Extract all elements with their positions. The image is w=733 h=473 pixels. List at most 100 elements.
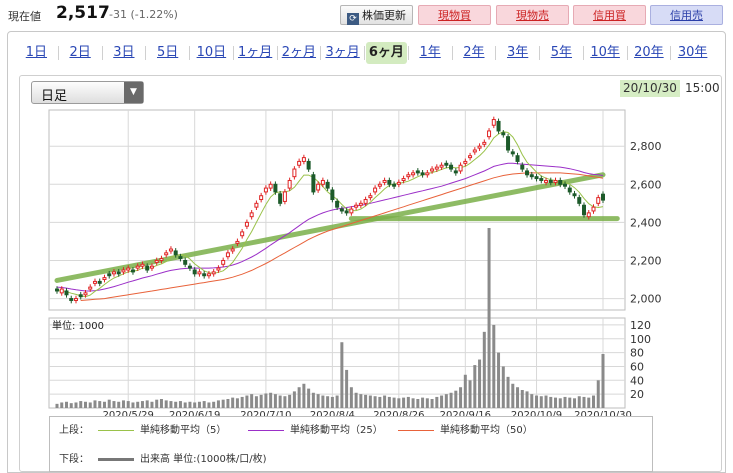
candle-body <box>292 168 297 178</box>
volume-bar <box>307 388 311 408</box>
candle-body <box>330 189 335 201</box>
volume-bar <box>340 342 344 408</box>
volume-bar <box>354 392 358 408</box>
tab-13[interactable]: 5年 <box>550 45 573 60</box>
candle-body <box>111 271 116 275</box>
candle-body <box>468 155 473 159</box>
x-tick-label: 2020/5/29 <box>103 410 154 416</box>
tab-7[interactable]: 2ヶ月 <box>281 45 317 60</box>
volume-bar <box>326 396 330 408</box>
volume-bar <box>155 399 159 408</box>
candle-body <box>116 271 121 275</box>
tab-separator <box>539 46 540 60</box>
candle-body <box>192 269 197 275</box>
tab-separator <box>495 46 497 60</box>
tab-5[interactable]: 10日 <box>196 45 227 60</box>
candle-body <box>282 191 287 202</box>
candle-body <box>501 132 506 136</box>
volume-bar <box>444 394 448 408</box>
trend-line <box>54 172 606 283</box>
volume-bar <box>549 396 553 408</box>
volume-bar <box>573 398 577 408</box>
period-select[interactable]: 日足 ▼ <box>31 81 144 104</box>
candle-body <box>458 164 463 172</box>
volume-y-tick-label: 80 <box>630 347 644 360</box>
candle-body <box>472 149 477 153</box>
legend-item-ma25: 単純移動平均（25） <box>240 424 383 438</box>
volume-bar <box>188 401 192 408</box>
volume-bar <box>140 401 144 408</box>
candle-body <box>69 298 74 301</box>
tab-8[interactable]: 3ヶ月 <box>325 45 360 60</box>
margin-sell-button[interactable]: 信用売 <box>650 5 723 25</box>
tab-10[interactable]: 1年 <box>419 45 441 60</box>
volume-bar <box>264 393 268 408</box>
spot-sell-button[interactable]: 現物売 <box>496 5 569 25</box>
candle-body <box>567 187 572 193</box>
candle-body <box>88 286 93 290</box>
tab-6[interactable]: 1ヶ月 <box>237 45 273 60</box>
candle-body <box>515 155 520 162</box>
volume-bar <box>387 396 391 408</box>
legend-lower-label: 下段： <box>59 454 89 465</box>
candle-body <box>415 170 420 174</box>
volume-bar <box>430 399 434 408</box>
volume-y-tick-label: 20 <box>630 388 644 401</box>
candle-body <box>73 298 78 301</box>
tab-separator <box>145 46 147 60</box>
volume-bar <box>492 324 496 408</box>
volume-panel-frame <box>48 317 626 409</box>
volume-bar <box>349 387 353 408</box>
candle-body <box>130 269 135 273</box>
volume-bar <box>577 396 581 408</box>
volume-bar <box>516 387 520 408</box>
candle-body <box>335 200 340 208</box>
tab-12[interactable]: 3年 <box>506 45 529 60</box>
candle-body <box>320 179 325 185</box>
tab-16[interactable]: 30年 <box>677 45 708 60</box>
volume-bar <box>587 397 591 408</box>
volume-bar <box>64 401 68 408</box>
tab-9[interactable]: 6ヶ月 <box>366 42 407 64</box>
volume-bar <box>269 392 273 408</box>
tab-15[interactable]: 20年 <box>634 45 664 60</box>
candle-body <box>225 252 230 258</box>
tab-separator <box>232 46 234 60</box>
candle-body <box>107 273 112 277</box>
volume-bar <box>240 396 244 408</box>
candle-body <box>145 265 150 271</box>
volume-bar <box>197 401 201 408</box>
refresh-price-button[interactable]: ⟳ 株価更新 <box>340 5 413 25</box>
volume-bar <box>345 369 349 408</box>
volume-bar <box>174 401 178 408</box>
volume-bar <box>126 401 130 408</box>
margin-buy-button[interactable]: 信用買 <box>573 5 646 25</box>
volume-bar <box>207 402 211 408</box>
volume-bar <box>473 365 477 408</box>
volume-bar <box>216 400 220 408</box>
refresh-icon: ⟳ <box>347 13 359 25</box>
chart-legend: 上段： 単純移動平均（5） 単純移動平均（25） 単純移動平均（50） 下段： … <box>49 416 653 472</box>
volume-bar <box>506 376 510 408</box>
volume-bar <box>121 400 125 408</box>
tab-1[interactable]: 1日 <box>25 45 48 60</box>
volume-bar <box>117 401 121 408</box>
candle-body <box>216 267 221 271</box>
tab-11[interactable]: 2年 <box>463 45 485 60</box>
legend-item-ma50: 単純移動平均（50） <box>390 424 533 438</box>
volume-bar <box>511 383 515 408</box>
candle-body <box>64 290 69 296</box>
volume-bar <box>164 400 168 408</box>
volume-bar <box>468 380 472 408</box>
volume-bar <box>283 396 287 408</box>
tab-3[interactable]: 3日 <box>113 45 135 60</box>
tab-4[interactable]: 5日 <box>156 45 179 60</box>
tab-separator <box>582 46 584 60</box>
candle-body <box>425 172 430 176</box>
x-tick-label: 2020/7/10 <box>240 410 291 416</box>
spot-buy-button[interactable]: 現物買 <box>418 5 491 25</box>
volume-bar <box>235 398 239 408</box>
tab-2[interactable]: 2日 <box>69 45 91 60</box>
tab-14[interactable]: 10年 <box>590 45 620 60</box>
candle-body <box>553 179 558 183</box>
